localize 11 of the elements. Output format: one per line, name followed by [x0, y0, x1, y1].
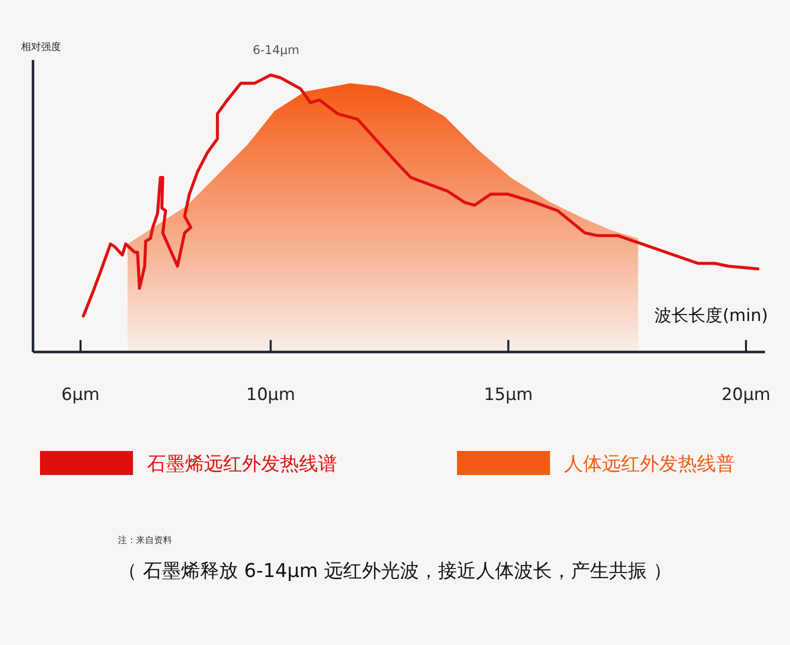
- x-axis-title: 波长长度(min): [654, 306, 768, 326]
- text: 注：来自资料: [118, 535, 172, 546]
- x-tick-label: 15μm: [484, 385, 533, 405]
- x-tick-label: 20μm: [721, 385, 770, 405]
- x-tick-label: 10μm: [246, 385, 296, 405]
- x-tick-label: 6μm: [61, 385, 100, 405]
- legend-label: 人体远红外发热线普: [564, 453, 735, 475]
- text: 6-14μm: [252, 43, 300, 57]
- y-axis-title: 相对强度: [21, 41, 61, 53]
- text: （ 石墨烯释放 6-14μm 远红外光波，接近人体波长，产生共振 ）: [118, 560, 672, 582]
- legend-label: 石墨烯远红外发热线谱: [147, 453, 337, 475]
